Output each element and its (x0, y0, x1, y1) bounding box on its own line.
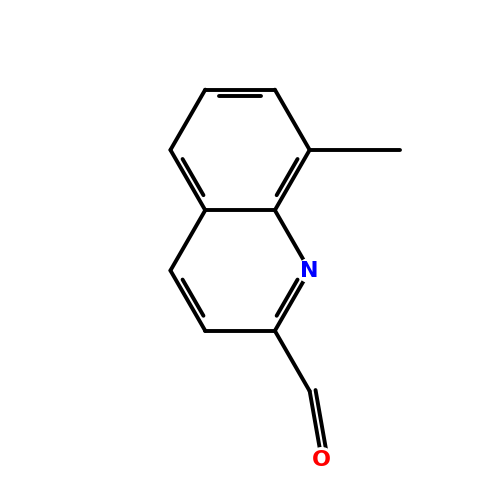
Text: N: N (300, 260, 319, 280)
Text: O: O (312, 450, 332, 469)
Circle shape (298, 258, 322, 282)
Circle shape (310, 448, 334, 471)
